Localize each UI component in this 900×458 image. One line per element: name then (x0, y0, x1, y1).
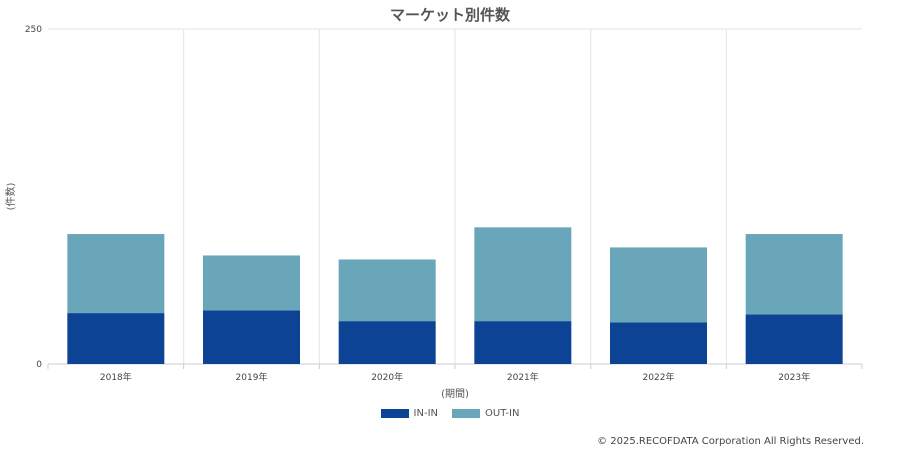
y-tick-label: 250 (25, 25, 42, 35)
bar-layer (67, 227, 843, 364)
grid-layer (47, 28, 863, 369)
bar-out-in-2 (338, 259, 436, 322)
legend-item-out-in[interactable]: OUT-IN (452, 408, 519, 419)
bar-in-in-2 (338, 321, 436, 364)
x-tick-label: 2019年 (236, 371, 268, 383)
y-axis-title: (件数) (4, 183, 17, 211)
x-tick-label: 2023年 (778, 371, 810, 383)
bar-in-in-4 (610, 322, 707, 364)
bar-in-in-3 (474, 321, 572, 364)
x-tick-label: 2022年 (643, 371, 675, 383)
legend-swatch-in-in (380, 409, 409, 418)
copyright-notice: © 2025.RECOFDATA Corporation All Rights … (597, 436, 864, 447)
legend-label-out-in: OUT-IN (485, 408, 520, 419)
bar-out-in-4 (610, 247, 707, 323)
bar-in-in-1 (203, 310, 300, 364)
y-tick-label: 0 (36, 360, 42, 370)
bar-out-in-0 (67, 234, 165, 314)
chart-title: マーケット別件数 (389, 6, 510, 24)
x-tick-label: 2020年 (371, 371, 403, 383)
bar-in-in-5 (745, 314, 843, 364)
legend-item-in-in[interactable]: IN-IN (380, 408, 439, 419)
bar-in-in-0 (67, 313, 165, 364)
label-layer: 0 250 2018年 2019年 2020年 2021年 2022年 2023年 (期間) (件… (4, 25, 810, 400)
bar-out-in-5 (745, 234, 843, 315)
bar-out-in-3 (474, 227, 572, 322)
legend: IN-IN OUT-IN (0, 408, 900, 419)
legend-swatch-out-in (452, 409, 481, 418)
x-axis-title: (期間) (441, 388, 469, 400)
x-tick-label: 2018年 (100, 371, 132, 383)
bar-out-in-1 (203, 255, 300, 311)
x-tick-label: 2021年 (507, 371, 539, 383)
legend-label-in-in: IN-IN (413, 408, 439, 419)
